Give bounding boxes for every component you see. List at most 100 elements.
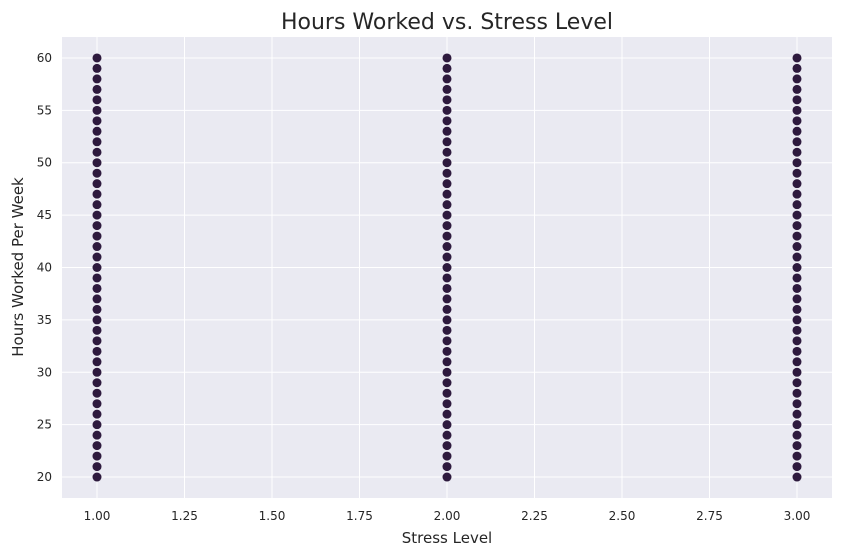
data-point xyxy=(442,126,452,136)
data-point xyxy=(92,367,102,377)
data-point xyxy=(442,168,452,178)
data-point xyxy=(792,430,802,440)
data-point xyxy=(442,53,452,63)
x-tick-label: 1.00 xyxy=(84,509,111,523)
data-point xyxy=(792,126,802,136)
y-tick-label: 45 xyxy=(37,208,52,222)
data-point xyxy=(92,158,102,168)
data-point xyxy=(792,462,802,472)
data-point xyxy=(92,294,102,304)
y-tick-labels: 20 25 30 35 40 45 50 55 60 xyxy=(37,51,52,484)
y-tick-label: 55 xyxy=(37,103,52,117)
data-point xyxy=(442,200,452,210)
data-point xyxy=(92,147,102,157)
data-point xyxy=(92,63,102,73)
x-tick-label: 3.00 xyxy=(784,509,811,523)
data-point xyxy=(792,63,802,73)
data-point xyxy=(92,53,102,63)
data-point xyxy=(792,231,802,241)
data-point xyxy=(442,283,452,293)
data-point xyxy=(792,84,802,94)
data-point xyxy=(92,409,102,419)
data-point xyxy=(92,420,102,430)
data-point xyxy=(792,409,802,419)
data-point xyxy=(442,451,452,461)
data-point xyxy=(92,399,102,409)
data-point xyxy=(792,189,802,199)
data-point xyxy=(92,126,102,136)
data-point xyxy=(792,179,802,189)
data-point xyxy=(442,315,452,325)
data-point xyxy=(442,116,452,126)
data-point xyxy=(792,283,802,293)
data-point xyxy=(92,388,102,398)
data-point xyxy=(92,137,102,147)
data-point xyxy=(442,137,452,147)
x-tick-label: 2.00 xyxy=(434,509,461,523)
data-point xyxy=(792,74,802,84)
data-point xyxy=(442,399,452,409)
data-point xyxy=(442,357,452,367)
data-point xyxy=(442,158,452,168)
data-point xyxy=(92,242,102,252)
x-tick-label: 2.75 xyxy=(696,509,723,523)
data-point xyxy=(92,273,102,283)
x-tick-label: 2.50 xyxy=(609,509,636,523)
data-point xyxy=(442,221,452,231)
y-tick-label: 20 xyxy=(37,470,52,484)
x-tick-label: 2.25 xyxy=(521,509,548,523)
data-point xyxy=(92,315,102,325)
data-point xyxy=(792,346,802,356)
data-point xyxy=(92,74,102,84)
data-point xyxy=(92,84,102,94)
data-point xyxy=(442,378,452,388)
data-point xyxy=(792,263,802,272)
data-point xyxy=(92,357,102,367)
data-point xyxy=(92,189,102,199)
data-point xyxy=(92,200,102,210)
data-point xyxy=(92,325,102,335)
data-point xyxy=(442,63,452,73)
y-tick-label: 30 xyxy=(37,365,52,379)
data-point xyxy=(442,231,452,241)
data-point xyxy=(442,420,452,430)
data-point xyxy=(92,472,102,482)
data-point xyxy=(92,304,102,314)
data-point xyxy=(792,304,802,314)
data-point xyxy=(442,346,452,356)
y-tick-label: 40 xyxy=(37,261,52,275)
data-point xyxy=(442,273,452,283)
data-point xyxy=(792,137,802,147)
data-point xyxy=(792,116,802,126)
data-point xyxy=(442,336,452,346)
data-point xyxy=(442,409,452,419)
data-point xyxy=(442,462,452,472)
data-point xyxy=(92,105,102,115)
data-point xyxy=(92,462,102,472)
data-point xyxy=(442,430,452,440)
x-tick-labels: 1.00 1.25 1.50 1.75 2.00 2.25 2.50 2.75 3.00 xyxy=(84,509,811,523)
chart-title: Hours Worked vs. Stress Level xyxy=(281,10,613,35)
data-point xyxy=(792,210,802,220)
data-point xyxy=(442,147,452,157)
data-point xyxy=(442,84,452,94)
data-point xyxy=(92,231,102,241)
data-point xyxy=(792,451,802,461)
x-axis-label: Stress Level xyxy=(402,529,492,547)
data-point xyxy=(92,346,102,356)
data-point xyxy=(792,242,802,252)
y-tick-label: 25 xyxy=(37,418,52,432)
data-point xyxy=(442,472,452,482)
x-tick-label: 1.50 xyxy=(259,509,286,523)
data-point xyxy=(792,399,802,409)
data-point xyxy=(442,189,452,199)
data-point xyxy=(442,263,452,272)
data-point xyxy=(92,168,102,178)
data-point xyxy=(442,367,452,377)
data-point xyxy=(442,304,452,314)
y-tick-label: 50 xyxy=(37,156,52,170)
data-point xyxy=(92,441,102,451)
data-point xyxy=(92,179,102,189)
data-point xyxy=(442,105,452,115)
